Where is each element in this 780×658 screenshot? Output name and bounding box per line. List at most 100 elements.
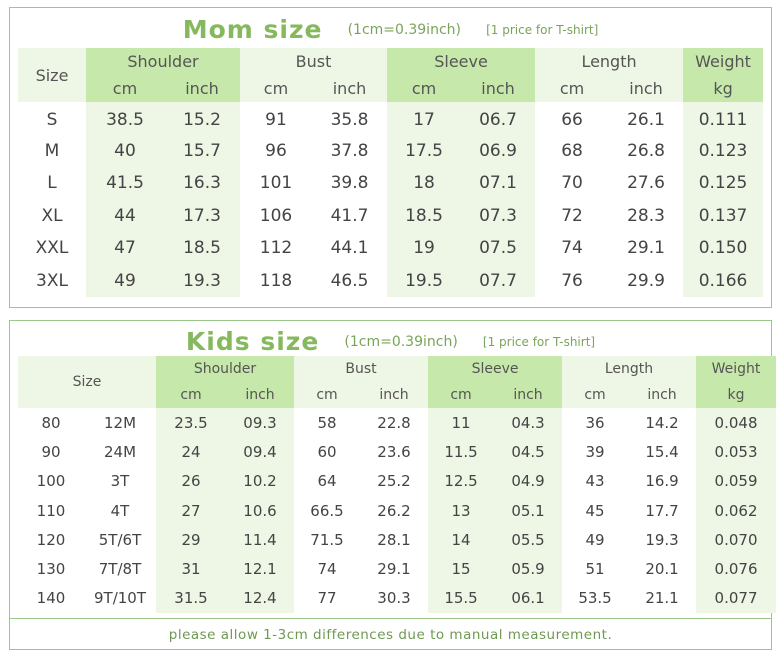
mom-table-cell: 18: [387, 167, 462, 200]
mom-table-cell: 40: [86, 134, 164, 167]
mom-size-header: Size: [18, 48, 86, 102]
kids-sleeve-header: Sleeve: [428, 356, 563, 382]
kids-table-cell: 64: [294, 466, 360, 496]
mom-table-cell: 68: [535, 134, 610, 167]
mom-table-cell: 17: [387, 102, 462, 135]
mom-sleeve-header: Sleeve: [387, 48, 536, 75]
kids-table-cell: 28.1: [360, 525, 429, 555]
kids-table-cell: 10.2: [226, 466, 294, 496]
mom-table-cell: S: [18, 102, 86, 135]
kids-table-cell: 0.076: [696, 554, 777, 584]
mom-table-cell: 28.3: [609, 199, 684, 232]
kids-length-header: Length: [562, 356, 697, 382]
mom-unit-note: (1cm=0.39inch): [347, 21, 461, 38]
kids-table-cell: 71.5: [294, 525, 360, 555]
kids-table-cell: 11.5: [428, 437, 495, 467]
mom-table-cell: 72: [535, 199, 610, 232]
kids-table-cell: 26.2: [360, 495, 429, 526]
mom-length-header: Length: [535, 48, 684, 75]
kids-table-cell: 15.4: [628, 437, 697, 467]
mom-table-cell: 49: [86, 264, 164, 297]
kids-table-cell: 120: [18, 525, 84, 555]
kids-table-cell: 0.070: [696, 525, 777, 555]
mom-title: Mom size: [182, 15, 323, 44]
mom-table-cell: 46.5: [312, 264, 388, 297]
kids-bust-header: Bust: [294, 356, 429, 382]
kids-table-cell: 05.9: [494, 554, 563, 584]
kids-title-row: Kids size (1cm=0.39inch) [1 price for T-…: [10, 327, 771, 356]
mom-table-cell: 0.166: [683, 264, 764, 297]
kids-table-cell: 12M: [84, 408, 156, 438]
mom-subheader-row: cm inch cm inch cm inch cm inch kg: [18, 75, 764, 102]
kids-table-row: 140 9T/10T 31.5 12.4 77 30.3 15.5 06.1 53.5 21.1 0…: [18, 583, 777, 614]
mom-table-cell: 0.125: [683, 167, 764, 200]
kids-table-cell: 58: [294, 408, 360, 438]
mom-shoulder-inch: inch: [164, 75, 240, 102]
measurement-footnote: please allow 1-3cm differences due to ma…: [168, 627, 613, 643]
mom-table-cell: 112: [240, 232, 312, 265]
kids-table-cell: 04.3: [494, 408, 563, 438]
mom-table-row: 3XL 49 19.3 118 46.5 19.5 07.7 76 29.9 0.166: [18, 264, 764, 297]
kids-table-cell: 19.3: [628, 525, 697, 555]
mom-bust-cm: cm: [240, 75, 312, 102]
kids-table-cell: 12.4: [226, 583, 294, 614]
kids-sleeve-inch: inch: [494, 382, 563, 408]
mom-table-cell: XXL: [18, 232, 86, 265]
mom-bust-inch: inch: [312, 75, 388, 102]
kids-table-cell: 29.1: [360, 554, 429, 584]
kids-length-inch: inch: [628, 382, 697, 408]
mom-table-row: S 38.5 15.2 91 35.8 17 06.7 66 26.1 0.111: [18, 102, 764, 135]
mom-weight-kg: kg: [683, 75, 764, 102]
kids-table-cell: 06.1: [494, 583, 563, 614]
kids-size-header: Size: [18, 356, 156, 408]
mom-sleeve-inch: inch: [461, 75, 536, 102]
mom-table-cell: 70: [535, 167, 610, 200]
kids-title: Kids size: [185, 327, 320, 356]
mom-table-cell: 38.5: [86, 102, 164, 135]
mom-table-cell: XL: [18, 199, 86, 232]
mom-table-cell: 19.5: [387, 264, 462, 297]
mom-table-cell: 118: [240, 264, 312, 297]
mom-length-inch: inch: [609, 75, 684, 102]
kids-unit-note: (1cm=0.39inch): [344, 333, 458, 350]
mom-table-cell: 06.9: [461, 134, 536, 167]
mom-title-row: Mom size (1cm=0.39inch) [1 price for T-s…: [10, 15, 771, 44]
mom-table-cell: 29.1: [609, 232, 684, 265]
kids-table-cell: 25.2: [360, 466, 429, 496]
mom-table-row: XL 44 17.3 106 41.7 18.5 07.3 72 28.3 0.137: [18, 199, 764, 232]
kids-subheader-row: cm inch cm inch cm inch cm inch kg: [18, 382, 777, 408]
kids-bust-cm: cm: [294, 382, 360, 408]
mom-table-cell: 19: [387, 232, 462, 265]
kids-table-cell: 0.053: [696, 437, 777, 467]
kids-table-cell: 23.5: [156, 408, 226, 438]
mom-table-row: XXL 47 18.5 112 44.1 19 07.5 74 29.1 0.150: [18, 232, 764, 265]
kids-shoulder-inch: inch: [226, 382, 294, 408]
kids-table-cell: 30.3: [360, 583, 429, 614]
kids-bust-inch: inch: [360, 382, 429, 408]
mom-shoulder-header: Shoulder: [86, 48, 240, 75]
mom-table-cell: 106: [240, 199, 312, 232]
mom-table-cell: 07.3: [461, 199, 536, 232]
kids-table-cell: 16.9: [628, 466, 697, 496]
kids-table-cell: 31: [156, 554, 226, 584]
kids-table-cell: 49: [562, 525, 629, 555]
mom-table-cell: 91: [240, 102, 312, 135]
mom-table-cell: 44.1: [312, 232, 388, 265]
mom-shoulder-cm: cm: [86, 75, 164, 102]
kids-table-cell: 09.3: [226, 408, 294, 438]
kids-table-cell: 4T: [84, 495, 156, 526]
kids-length-cm: cm: [562, 382, 629, 408]
mom-bust-header: Bust: [240, 48, 388, 75]
kids-table-row: 120 5T/6T 29 11.4 71.5 28.1 14 05.5 49 19.3 0.070: [18, 525, 777, 555]
mom-table-cell: 44: [86, 199, 164, 232]
mom-table-cell: 76: [535, 264, 610, 297]
kids-table-row: 80 12M 23.5 09.3 58 22.8 11 04.3 36 14.2 0.048: [18, 408, 777, 438]
kids-table-cell: 36: [562, 408, 629, 438]
kids-table-row: 100 3T 26 10.2 64 25.2 12.5 04.9 43 16.9 0.059: [18, 466, 777, 496]
kids-header-row: Size Shoulder Bust Sleeve Length Weight: [18, 356, 777, 408]
kids-table-cell: 04.5: [494, 437, 563, 467]
kids-table-cell: 26: [156, 466, 226, 496]
mom-table-cell: 19.3: [164, 264, 240, 297]
mom-table-cell: 07.5: [461, 232, 536, 265]
mom-table-cell: 07.1: [461, 167, 536, 200]
